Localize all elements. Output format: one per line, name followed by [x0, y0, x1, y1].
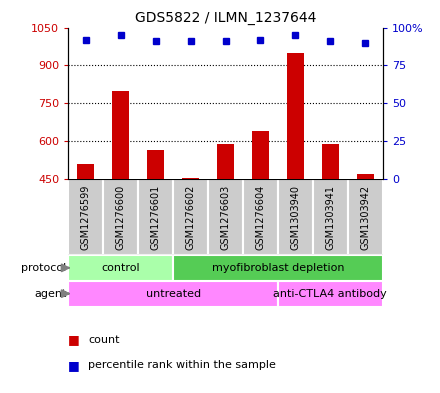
Bar — [208, 179, 243, 255]
Bar — [103, 179, 138, 255]
Bar — [182, 178, 199, 179]
Bar — [147, 150, 164, 179]
Bar — [217, 144, 234, 179]
Text: GSM1303942: GSM1303942 — [360, 184, 370, 250]
Bar — [68, 179, 103, 255]
Text: protocol: protocol — [21, 263, 66, 273]
Bar — [173, 179, 208, 255]
Text: count: count — [88, 335, 120, 345]
Text: myofibroblast depletion: myofibroblast depletion — [212, 263, 344, 273]
Bar — [322, 144, 339, 179]
Text: GSM1276600: GSM1276600 — [116, 184, 126, 250]
Bar — [278, 179, 313, 255]
Text: GSM1276604: GSM1276604 — [256, 184, 265, 250]
Text: GSM1276599: GSM1276599 — [81, 184, 91, 250]
Text: percentile rank within the sample: percentile rank within the sample — [88, 360, 276, 371]
Text: untreated: untreated — [146, 288, 201, 299]
Text: control: control — [101, 263, 140, 273]
Bar — [313, 179, 348, 255]
Text: GSM1276601: GSM1276601 — [150, 184, 161, 250]
Text: GSM1276602: GSM1276602 — [186, 184, 195, 250]
Bar — [112, 91, 129, 179]
Text: agent: agent — [34, 288, 66, 299]
Bar — [68, 255, 173, 281]
Text: GSM1303940: GSM1303940 — [290, 185, 301, 250]
Title: GDS5822 / ILMN_1237644: GDS5822 / ILMN_1237644 — [135, 11, 316, 25]
Text: ■: ■ — [68, 333, 80, 347]
Text: anti-CTLA4 antibody: anti-CTLA4 antibody — [274, 288, 387, 299]
Text: GSM1276603: GSM1276603 — [220, 184, 231, 250]
Bar — [243, 179, 278, 255]
Bar — [173, 255, 383, 281]
Bar — [138, 179, 173, 255]
Text: GSM1303941: GSM1303941 — [325, 185, 335, 250]
Bar — [278, 281, 383, 307]
Bar — [348, 179, 383, 255]
Bar — [356, 174, 374, 179]
Bar — [252, 131, 269, 179]
Bar — [68, 281, 278, 307]
Text: ■: ■ — [68, 359, 80, 372]
Bar — [287, 53, 304, 179]
Bar — [77, 164, 95, 179]
